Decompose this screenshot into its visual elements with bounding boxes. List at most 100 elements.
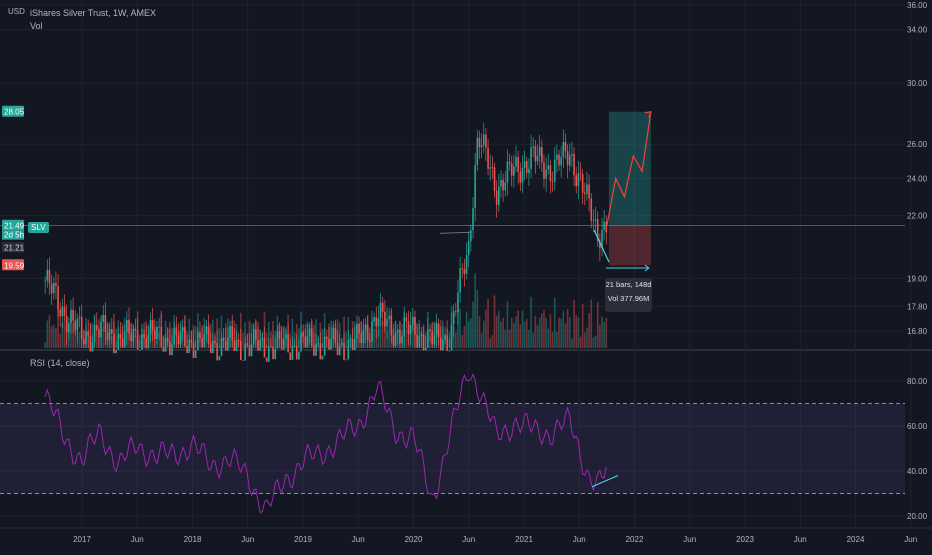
candle-body [594, 219, 597, 221]
candle-body [132, 328, 135, 342]
volume-bar [214, 336, 216, 348]
target-price-tag: 28.05 [4, 108, 25, 117]
volume-bar [474, 273, 476, 348]
candle-body [528, 168, 530, 174]
time-axis-label: Jun [462, 535, 475, 544]
volume-bar [396, 329, 399, 348]
candle-body [457, 292, 459, 312]
current-price-tag: 21.49 [4, 222, 25, 231]
volume-bar [111, 336, 113, 348]
volume-bar [577, 317, 580, 348]
volume-bar [343, 316, 345, 348]
volume-bar [207, 322, 210, 348]
candle-body [605, 221, 608, 233]
candle-body [87, 331, 89, 336]
volume-bar [233, 320, 236, 348]
candle-body [427, 329, 429, 349]
volume-bar [403, 311, 406, 348]
candle-body [218, 356, 221, 361]
volume-bar [532, 332, 535, 348]
candle-body [392, 335, 395, 346]
volume-bar [412, 323, 414, 348]
volume-bar [164, 320, 167, 348]
time-axis-label: 2023 [736, 535, 754, 544]
candle-body [134, 328, 137, 331]
candle-body [250, 343, 253, 357]
volume-bar [145, 321, 148, 348]
volume-bar [575, 315, 578, 348]
candle-body [274, 348, 277, 360]
candle-body [255, 329, 257, 340]
time-axis-label: Jun [241, 535, 254, 544]
volume-bar [263, 311, 266, 348]
candle-body [145, 337, 148, 349]
candle-body [452, 311, 455, 325]
volume-bar [573, 300, 575, 348]
candle-body [233, 340, 236, 352]
volume-bar [162, 335, 165, 348]
volume-bar [504, 329, 507, 348]
volume-bar [498, 311, 500, 348]
candle-body [65, 315, 68, 333]
candle-body [403, 317, 406, 337]
volume-bar [401, 331, 403, 348]
candle-body [270, 345, 272, 347]
stop-zone [608, 225, 651, 266]
volume-bar [117, 320, 120, 348]
ticker-tag: SLV [28, 222, 49, 233]
volume-bar [493, 295, 496, 348]
candle-body [405, 317, 408, 322]
volume-bar [455, 332, 457, 348]
candle-body [489, 167, 492, 169]
candle-body [573, 153, 575, 176]
volume-bar [356, 325, 358, 348]
candle-body [515, 156, 517, 167]
volume-bar [289, 333, 292, 348]
candle-body [261, 338, 264, 340]
stop-price-tag-bg [2, 259, 24, 271]
candle-body [416, 334, 418, 348]
volume-bar [394, 321, 397, 348]
volume-bar [530, 296, 532, 348]
volume-bar [169, 321, 171, 348]
volume-bar [409, 325, 412, 348]
volume-bar [538, 317, 541, 348]
candle-body [242, 360, 244, 361]
volume-bar [72, 322, 74, 348]
volume-bar [476, 290, 479, 348]
volume-bar [541, 313, 543, 348]
candle-body [310, 328, 313, 346]
candle-body [188, 339, 191, 353]
candle-body [347, 340, 350, 360]
volume-bar [197, 313, 199, 348]
candle-body [373, 317, 375, 322]
vol-label: Vol [30, 21, 43, 31]
volume-bar [136, 311, 139, 348]
candle-body [207, 326, 210, 344]
volume-bar [418, 320, 421, 348]
candle-body [444, 335, 446, 340]
volume-bar [562, 310, 565, 348]
price-trend-line [593, 229, 610, 263]
volume-bar [104, 319, 107, 348]
candle-body [431, 331, 433, 345]
candle-body [175, 327, 178, 336]
candle-body [562, 141, 565, 158]
candle-body [384, 311, 386, 327]
volume-bar [349, 337, 352, 348]
candle-body [476, 137, 479, 166]
candle-body [530, 147, 532, 169]
projection-path [606, 111, 652, 226]
time-axis-label: 2019 [294, 535, 312, 544]
volume-bar [115, 328, 117, 348]
candle-body [536, 156, 539, 162]
candle-body [248, 345, 251, 357]
rsi-label: RSI (14, close) [30, 358, 90, 368]
volume-bar [427, 312, 429, 348]
candle-body [184, 327, 186, 347]
volume-bar [442, 320, 444, 348]
candle-body [439, 337, 442, 351]
candle-body [173, 327, 175, 345]
